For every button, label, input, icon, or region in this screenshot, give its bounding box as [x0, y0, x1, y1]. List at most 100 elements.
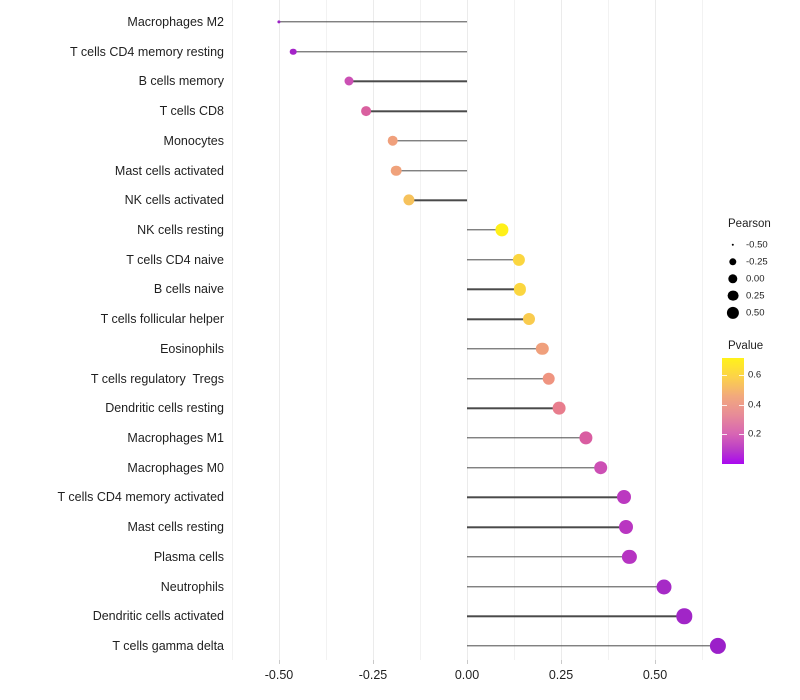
- pvalue-colorbar-tick: [722, 374, 727, 376]
- lollipop-stem: [467, 407, 560, 409]
- pvalue-colorbar-label: 0.6: [748, 369, 762, 381]
- lollipop-point[interactable]: [709, 637, 726, 655]
- pearson-legend-row: -0.50: [712, 236, 800, 253]
- lollipop-stem: [467, 496, 624, 499]
- y-axis-tick-label: B cells naive: [153, 282, 224, 297]
- y-axis-tick-label: T cells CD4 naive: [126, 252, 224, 267]
- lollipop-stem: [395, 169, 467, 172]
- lollipop-point[interactable]: [513, 253, 526, 266]
- pvalue-colorbar-tick: [722, 404, 727, 406]
- lollipop-point[interactable]: [616, 490, 631, 505]
- y-axis-tick-label: T cells regulatory Tregs: [90, 371, 224, 386]
- x-axis-tick-label: 0.00: [454, 668, 480, 682]
- gridline-minor: [514, 0, 515, 660]
- pearson-legend-label: 0.00: [746, 273, 765, 284]
- gridline-major: [561, 0, 562, 660]
- pvalue-colorbar: [722, 358, 744, 464]
- plot-panel: [232, 0, 726, 660]
- gridline-minor: [702, 0, 703, 660]
- lollipop-stem: [366, 110, 467, 112]
- y-axis-tick-label: Monocytes: [163, 133, 224, 148]
- y-axis-tick-label: T cells CD4 memory resting: [70, 44, 224, 59]
- x-axis: -0.50 -0.25 0.00 0.25 0.50: [232, 660, 702, 700]
- lollipop-point[interactable]: [495, 223, 509, 237]
- x-axis-tick-mark: [279, 660, 280, 664]
- lollipop-stem: [409, 199, 467, 201]
- gridline-major: [279, 0, 280, 660]
- pearson-legend-entries: -0.50 -0.25 0.00 0.25 0.50: [712, 236, 800, 321]
- y-axis-tick-label: Mast cells resting: [127, 520, 224, 535]
- lollipop-point[interactable]: [289, 48, 297, 55]
- lollipop-stem: [467, 377, 549, 380]
- pearson-legend-label: 0.25: [746, 290, 765, 301]
- y-axis-tick-label: Macrophages M0: [127, 460, 224, 475]
- pearson-legend-dot: [728, 273, 738, 284]
- lollipop-point[interactable]: [403, 194, 415, 206]
- gridline-minor: [326, 0, 327, 660]
- lollipop-point[interactable]: [535, 342, 549, 356]
- pvalue-colorbar-label: 0.2: [748, 428, 762, 440]
- pearson-legend-dot: [727, 290, 739, 301]
- lollipop-point[interactable]: [277, 20, 281, 24]
- x-axis-tick-mark: [467, 660, 468, 664]
- lollipop-stem: [467, 259, 520, 261]
- lollipop-stem: [293, 51, 467, 53]
- lollipop-point[interactable]: [594, 460, 608, 475]
- y-axis-tick-label: T cells CD8: [159, 104, 224, 119]
- lollipop-point[interactable]: [344, 76, 354, 86]
- x-axis-tick-label: -0.25: [358, 668, 388, 682]
- pvalue-colorbar-wrap: 0.6 0.4 0.2: [712, 358, 800, 464]
- lollipop-stem: [467, 318, 529, 320]
- lollipop-stem: [392, 140, 467, 142]
- y-axis-tick-label: NK cells activated: [124, 193, 224, 208]
- pvalue-color-legend: Pvalue 0.6 0.4 0.2: [712, 340, 800, 464]
- x-axis-tick-mark: [655, 660, 656, 664]
- gridline-major: [655, 0, 656, 660]
- lollipop-stem: [467, 229, 502, 231]
- x-axis-tick-mark: [373, 660, 374, 664]
- lollipop-point[interactable]: [387, 135, 398, 147]
- pvalue-colorbar-tick: [739, 374, 744, 376]
- lollipop-point[interactable]: [513, 283, 527, 296]
- pearson-legend-label: -0.25: [746, 256, 768, 267]
- lollipop-stem: [279, 21, 467, 23]
- lollipop-stem: [349, 80, 467, 83]
- pearson-legend-dot: [726, 306, 740, 319]
- gridline-minor: [232, 0, 233, 660]
- gridline-minor: [420, 0, 421, 660]
- y-axis-tick-label: T cells gamma delta: [112, 639, 224, 653]
- lollipop-point[interactable]: [619, 520, 634, 535]
- y-axis-tick-label: Mast cells activated: [114, 163, 224, 178]
- pearson-legend-row: 0.50: [712, 304, 800, 321]
- x-axis-tick-label: -0.50: [264, 668, 294, 682]
- y-axis-tick-label: Macrophages M2: [127, 15, 224, 29]
- lollipop-stem: [467, 526, 627, 528]
- x-axis-tick-label: 0.25: [548, 668, 574, 682]
- lollipop-point[interactable]: [390, 165, 402, 176]
- gridline-major: [373, 0, 374, 660]
- legend-container: Pearson -0.50 -0.25 0.00 0.25 0.50 Pvalue 0.…: [712, 0, 800, 700]
- pvalue-colorbar-tick: [739, 434, 744, 436]
- lollipop-point[interactable]: [676, 608, 693, 624]
- lollipop-point[interactable]: [579, 431, 593, 445]
- lollipop-point[interactable]: [656, 579, 672, 595]
- lollipop-stem: [467, 348, 543, 350]
- lollipop-stem: [467, 556, 630, 558]
- pvalue-colorbar-tick: [739, 404, 744, 406]
- y-axis-tick-label: Dendritic cells activated: [92, 609, 224, 624]
- lollipop-stem: [467, 615, 685, 617]
- lollipop-point[interactable]: [522, 313, 535, 326]
- pearson-legend-row: 0.25: [712, 287, 800, 304]
- pearson-legend-label: -0.50: [746, 239, 768, 250]
- pearson-legend-row: 0.00: [712, 270, 800, 287]
- lollipop-point[interactable]: [552, 401, 566, 415]
- lollipop-stem: [467, 467, 601, 469]
- y-axis-tick-label: Dendritic cells resting: [105, 401, 224, 416]
- lollipop-point[interactable]: [361, 106, 372, 117]
- y-axis-tick-label: T cells follicular helper: [100, 312, 224, 327]
- y-axis-tick-label: T cells CD4 memory activated: [57, 490, 225, 505]
- lollipop-point[interactable]: [622, 549, 637, 564]
- lollipop-point[interactable]: [542, 372, 555, 385]
- pearson-legend-row: -0.25: [712, 253, 800, 270]
